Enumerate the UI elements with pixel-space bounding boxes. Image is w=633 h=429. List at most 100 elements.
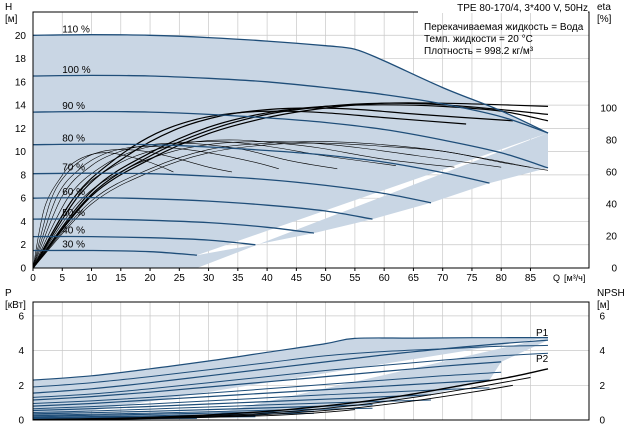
- x-tick-label: 35: [232, 273, 244, 284]
- eta-curve: [33, 142, 338, 268]
- speed-curve: [33, 110, 549, 169]
- speed-curve-label: 50 %: [62, 208, 85, 219]
- power-axis-label: P: [5, 288, 12, 299]
- x-tick-label: 50: [320, 273, 332, 284]
- p1-curve: [33, 361, 502, 401]
- eta-curve: [33, 141, 531, 268]
- npsh-tick-label: 4: [599, 346, 605, 357]
- head-plot-frame: [32, 11, 590, 269]
- efficiency-curves: [33, 102, 549, 268]
- power-panel: 0 2 4 6 0 2 4 6 P [кВт] NPSH [м] P1 P2: [5, 288, 625, 427]
- speed-curve-label: 30 %: [62, 240, 85, 251]
- p2-curve: [33, 399, 432, 413]
- speed-labels: 110 % 100 % 90 % 80 % 70 % 60 % 50 % 40 % 30 %: [62, 24, 90, 250]
- eta-tick-label: 20: [606, 232, 618, 243]
- x-tick-label: 40: [262, 273, 274, 284]
- eta-curve: [33, 146, 279, 268]
- power-y-ticks: 0 2 4 6: [18, 311, 24, 426]
- npsh-tick-label: 6: [599, 311, 605, 322]
- p1-curve: [33, 410, 314, 417]
- eta-curve: [33, 149, 233, 268]
- title-box: [418, 2, 588, 13]
- speed-curve-label: 80 %: [62, 134, 85, 145]
- npsh-axis-label: NPSH: [597, 288, 625, 299]
- npsh-tick-label: 2: [599, 381, 605, 392]
- p2-curve: [33, 407, 373, 416]
- speed-curve-label: 90 %: [62, 101, 85, 112]
- p2-label: P2: [536, 354, 549, 365]
- npsh-tick-label: 0: [599, 416, 605, 427]
- eta-axis-unit: [%]: [597, 14, 612, 25]
- x-tick-label: 25: [174, 273, 186, 284]
- speed-curve: [33, 196, 373, 220]
- eta-curve: [33, 139, 455, 268]
- q-axis-label: Q: [553, 273, 560, 283]
- head-tick-label: 10: [15, 147, 27, 158]
- x-tick-label: 10: [86, 273, 98, 284]
- npsh-curve: [33, 409, 355, 420]
- head-speed-curves: [33, 34, 549, 256]
- eta-curve: [33, 104, 549, 268]
- head-tick-label: 8: [20, 170, 26, 181]
- power-tick-label: 4: [18, 346, 24, 357]
- eta-tick-label: 0: [611, 264, 617, 275]
- eta-tick-label: 60: [606, 168, 618, 179]
- speed-curve-label: 40 %: [62, 226, 85, 237]
- power-tick-label: 2: [18, 381, 24, 392]
- head-tick-label: 2: [20, 240, 26, 251]
- power-tick-label: 6: [18, 311, 24, 322]
- x-tick-label: 55: [349, 273, 361, 284]
- x-tick-label: 5: [59, 273, 65, 284]
- x-tick-label: 20: [144, 273, 156, 284]
- eta-y-ticks: 0 20 40 60 80 100: [600, 104, 617, 275]
- head-operating-area: [33, 34, 548, 268]
- x-tick-label: 30: [203, 273, 215, 284]
- x-tick-label: 60: [379, 273, 391, 284]
- head-tick-label: 20: [15, 31, 27, 42]
- speed-curve: [33, 218, 314, 234]
- x-tick-label: 65: [408, 273, 420, 284]
- p2-curve: [33, 352, 549, 398]
- speed-curve: [33, 74, 549, 134]
- x-tick-label: 0: [30, 273, 36, 284]
- head-axis-label: H: [5, 2, 12, 13]
- p1-curve: [33, 339, 549, 394]
- speed-curve: [33, 143, 490, 184]
- npsh-y-ticks: 0 2 4 6: [599, 311, 605, 426]
- speed-curve-label: 70 %: [62, 163, 85, 174]
- head-tick-label: 0: [20, 264, 26, 275]
- q-axis-unit: [м³/ч]: [564, 273, 585, 283]
- p1-curve: [33, 379, 490, 407]
- info-density: Плотность = 998.2 кг/м³: [424, 46, 534, 57]
- speed-curve-label: 110 %: [62, 24, 90, 35]
- p2-curve: [33, 371, 502, 404]
- q-x-ticks: 0 5 10 15 20 25 30 35 40 45 50 55 60 65 70 75 80 85: [30, 268, 536, 284]
- x-tick-label: 70: [437, 273, 449, 284]
- chart-title: TPE 80-170/4, 3*400 V, 50Hz: [457, 3, 588, 14]
- eta-axis-label: eta: [597, 2, 611, 13]
- npsh-axis-unit: [м]: [597, 300, 610, 311]
- head-y-ticks: 0 2 4 6 8 10 12 14 16 18 20: [15, 31, 27, 275]
- speed-curve: [33, 235, 256, 246]
- info-fluid: Перекачиваемая жидкость = Вода: [424, 22, 584, 33]
- p2-curve: [33, 344, 549, 388]
- head-axis-unit: [м]: [5, 14, 18, 25]
- p1-curve: [33, 394, 432, 412]
- eta-tick-label: 100: [600, 104, 617, 115]
- head-panel: 110 % 100 % 90 % 80 % 70 % 60 % 50 % 40 % 30 % 0…: [5, 2, 617, 284]
- eta-tick-label: 40: [606, 200, 618, 211]
- x-tick-label: 80: [496, 273, 508, 284]
- npsh-curves: [33, 368, 549, 420]
- head-tick-label: 18: [15, 54, 27, 65]
- x-tick-label: 15: [115, 273, 127, 284]
- power-plot-frame: [32, 301, 590, 421]
- eta-curve: [33, 141, 396, 268]
- speed-curve-label: 60 %: [62, 187, 85, 198]
- speed-curve-label: 100 %: [62, 65, 90, 76]
- head-tick-label: 12: [15, 124, 27, 135]
- power-tick-label: 0: [18, 416, 24, 427]
- x-tick-label: 75: [466, 273, 478, 284]
- speed-curve: [33, 34, 549, 134]
- eta-curve: [33, 102, 549, 268]
